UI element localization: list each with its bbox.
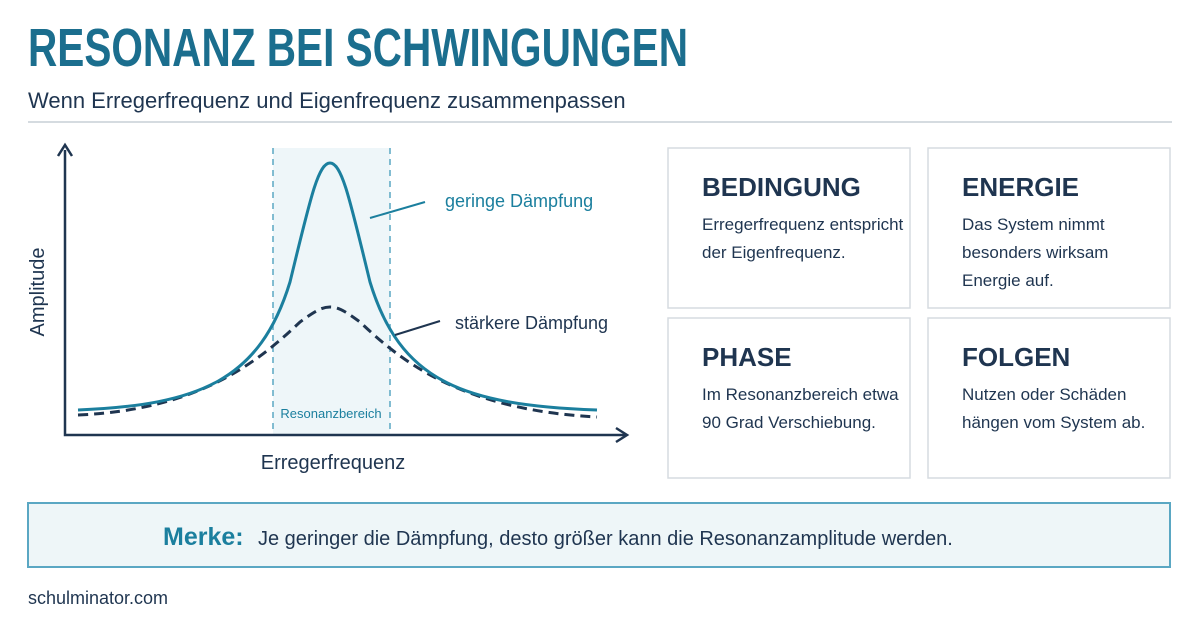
diagram: Resonanzbereich geringe Dämpfung stärker… <box>27 142 630 474</box>
curve-label: geringe Dämpfung <box>445 191 593 211</box>
card-text: Im Resonanzbereich etwa <box>702 385 899 404</box>
card <box>927 147 1171 309</box>
subtitle: Wenn Erregerfrequenz und Eigenfrequenz z… <box>28 88 626 113</box>
curve-label: stärkere Dämpfung <box>455 313 608 333</box>
arrow <box>56 142 74 157</box>
note-box <box>27 502 1171 568</box>
card-text: 90 Grad Verschiebung. <box>702 413 876 432</box>
leader-line <box>394 320 441 336</box>
region-label: Resonanzbereich <box>280 406 381 421</box>
card-text: Erregerfrequenz entspricht <box>702 215 904 234</box>
axes <box>63 150 625 437</box>
card <box>927 317 1171 479</box>
card-text: Nutzen oder Schäden <box>962 385 1126 404</box>
cards: BEDINGUNG Erregerfrequenz entspricht der E… <box>667 147 1171 479</box>
card <box>667 147 911 309</box>
card-title: ENERGIE <box>962 172 1079 202</box>
resonance-band <box>273 148 390 435</box>
leader-line <box>369 201 426 219</box>
card-text: Energie auf. <box>962 271 1054 290</box>
card-text: der Eigenfrequenz. <box>702 243 846 262</box>
card-text: hängen vom System ab. <box>962 413 1145 432</box>
card <box>667 317 911 479</box>
note-label: Merke: <box>163 523 244 551</box>
card-text: Das System nimmt <box>962 215 1105 234</box>
x-axis-label: Erregerfrequenz <box>261 452 406 474</box>
card-title: PHASE <box>702 342 792 372</box>
title: RESONANZ BEI SCHWINGUNGEN <box>28 18 688 78</box>
card-text: besonders wirksam <box>962 243 1108 262</box>
curve-low-damping <box>77 161 598 412</box>
footer-source: schulminator.com <box>28 588 168 608</box>
note-text: Je geringer die Dämpfung, desto größer k… <box>258 528 953 550</box>
card-title: BEDINGUNG <box>702 172 861 202</box>
y-axis-label: Amplitude <box>27 248 49 337</box>
card-title: FOLGEN <box>962 342 1070 372</box>
arrow <box>615 426 630 444</box>
